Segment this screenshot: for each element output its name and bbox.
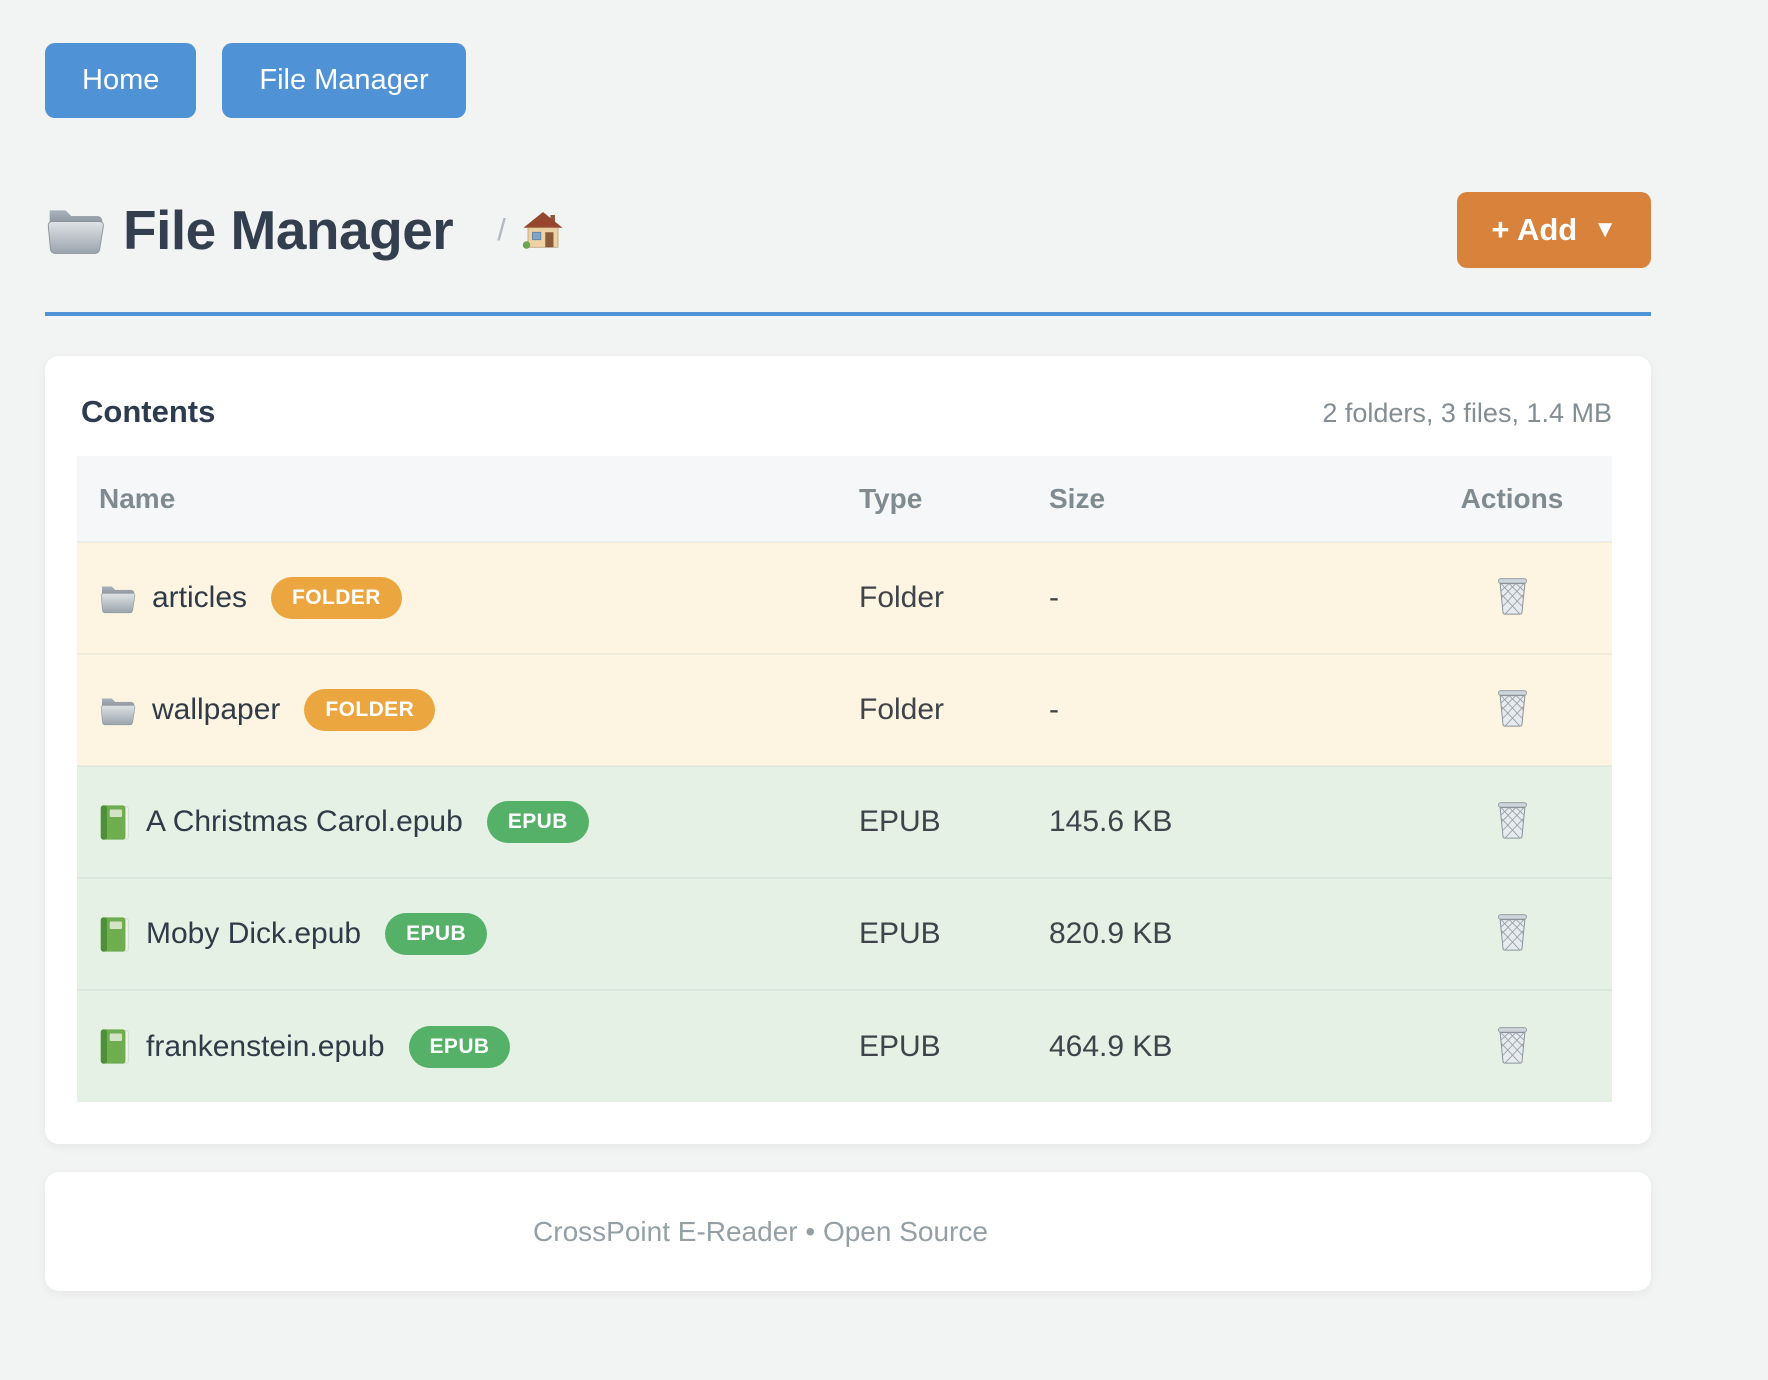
add-button[interactable]: + Add ▼ bbox=[1457, 192, 1651, 268]
house-icon bbox=[522, 211, 564, 249]
book-icon bbox=[99, 916, 130, 953]
trash-icon bbox=[1496, 1026, 1529, 1064]
delete-button[interactable] bbox=[1492, 909, 1533, 955]
file-manager-button[interactable]: File Manager bbox=[222, 43, 466, 118]
page-title: File Manager bbox=[123, 199, 454, 261]
file-name[interactable]: frankenstein.epub bbox=[146, 1029, 385, 1063]
add-button-label: + Add bbox=[1491, 212, 1578, 247]
delete-button[interactable] bbox=[1492, 685, 1533, 731]
file-name[interactable]: Moby Dick.epub bbox=[146, 917, 362, 950]
type-badge: EPUB bbox=[408, 1025, 511, 1068]
trash-icon bbox=[1496, 801, 1529, 839]
book-icon bbox=[99, 1028, 130, 1065]
folder-icon bbox=[45, 204, 105, 256]
book-icon bbox=[99, 804, 130, 841]
contents-card-header: Contents 2 folders, 3 files, 1.4 MB bbox=[77, 384, 1612, 456]
breadcrumb-separator: / bbox=[497, 212, 506, 247]
top-nav: Home File Manager bbox=[45, 0, 1651, 118]
home-breadcrumb[interactable] bbox=[522, 211, 564, 249]
page: Home File Manager File Manager / + Add ▼… bbox=[45, 0, 1651, 1291]
file-name[interactable]: wallpaper bbox=[152, 693, 281, 726]
column-header-type: Type bbox=[859, 456, 1049, 542]
type-cell: EPUB bbox=[859, 989, 1049, 1102]
table-row: frankenstein.epub EPUB EPUB 464.9 KB bbox=[77, 989, 1612, 1102]
footer-text: CrossPoint E-Reader • Open Source bbox=[533, 1215, 988, 1247]
size-cell: 145.6 KB bbox=[1049, 765, 1412, 878]
folder-icon bbox=[99, 695, 136, 726]
footer-card: CrossPoint E-Reader • Open Source bbox=[45, 1172, 1651, 1291]
file-name[interactable]: articles bbox=[152, 581, 248, 614]
column-header-actions: Actions bbox=[1412, 456, 1612, 542]
contents-summary: 2 folders, 3 files, 1.4 MB bbox=[1322, 398, 1612, 428]
delete-button[interactable] bbox=[1492, 573, 1533, 619]
file-name[interactable]: A Christmas Carol.epub bbox=[146, 805, 463, 838]
caret-down-icon: ▼ bbox=[1593, 216, 1617, 243]
home-button[interactable]: Home bbox=[45, 43, 197, 118]
type-badge: EPUB bbox=[385, 913, 488, 955]
contents-card: Contents 2 folders, 3 files, 1.4 MB Name… bbox=[45, 356, 1651, 1144]
size-cell: - bbox=[1049, 653, 1412, 766]
size-cell: 464.9 KB bbox=[1049, 989, 1412, 1102]
size-cell: 820.9 KB bbox=[1049, 877, 1412, 990]
trash-icon bbox=[1496, 689, 1529, 727]
files-table: Name Type Size Actions articles FOLDER F… bbox=[77, 456, 1612, 1102]
table-row: articles FOLDER Folder - bbox=[77, 541, 1612, 654]
delete-button[interactable] bbox=[1492, 797, 1533, 843]
type-cell: EPUB bbox=[859, 877, 1049, 990]
column-header-name: Name bbox=[77, 456, 859, 542]
trash-icon bbox=[1496, 913, 1529, 951]
table-row: wallpaper FOLDER Folder - bbox=[77, 653, 1612, 766]
type-badge: FOLDER bbox=[271, 577, 402, 619]
type-cell: Folder bbox=[859, 541, 1049, 654]
type-cell: EPUB bbox=[859, 765, 1049, 878]
size-cell: - bbox=[1049, 541, 1412, 654]
trash-icon bbox=[1496, 577, 1529, 615]
type-badge: FOLDER bbox=[304, 689, 436, 731]
type-badge: EPUB bbox=[486, 801, 589, 843]
contents-heading: Contents bbox=[81, 394, 216, 429]
table-row: Moby Dick.epub EPUB EPUB 820.9 KB bbox=[77, 877, 1612, 990]
delete-button[interactable] bbox=[1492, 1022, 1533, 1068]
type-cell: Folder bbox=[859, 653, 1049, 766]
column-header-size: Size bbox=[1049, 456, 1412, 542]
table-row: A Christmas Carol.epub EPUB EPUB 145.6 K… bbox=[77, 765, 1612, 878]
table-header-row: Name Type Size Actions bbox=[77, 456, 1612, 542]
folder-icon bbox=[99, 583, 136, 614]
page-header: File Manager / + Add ▼ bbox=[45, 192, 1651, 316]
